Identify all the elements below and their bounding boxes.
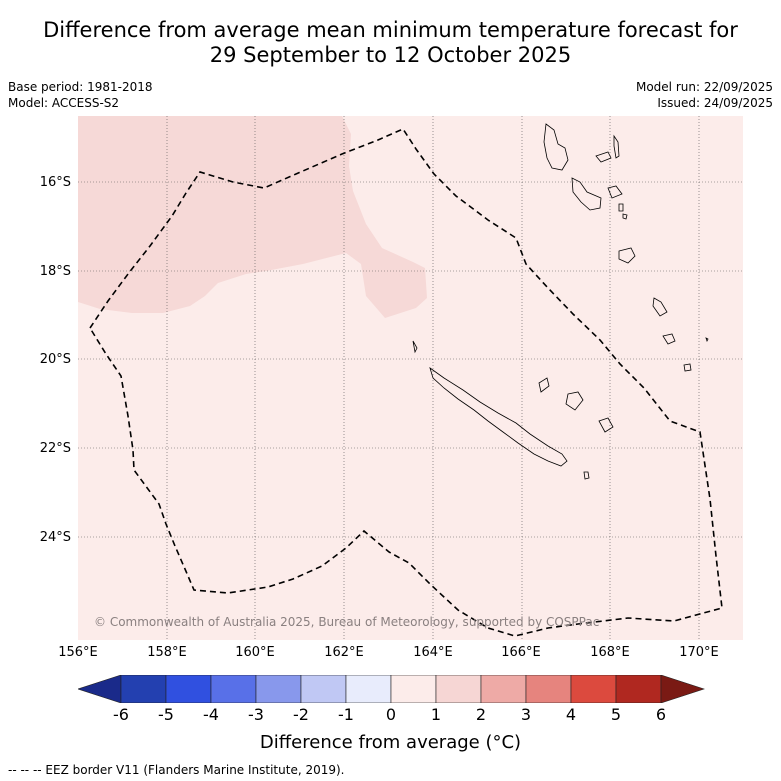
colorbar-swatch-4 xyxy=(255,675,302,703)
cb-tick-2: 2 xyxy=(475,705,487,724)
colorbar-swatch-1 xyxy=(120,675,167,703)
mare-island xyxy=(598,417,614,433)
ouvea-island xyxy=(538,377,550,393)
colorbar-swatch-13 xyxy=(660,675,705,703)
warm-anomaly-region xyxy=(78,116,427,318)
lon-label-162e: 162°E xyxy=(324,645,364,660)
efate-island xyxy=(607,185,623,199)
cb-tick-6: 6 xyxy=(655,705,667,724)
eez-footnote: -- -- -- EEZ border V11 (Flanders Marine… xyxy=(8,763,345,777)
lifou-island xyxy=(565,391,584,411)
cb-tick-m2: -2 xyxy=(293,705,309,724)
lon-label-168e: 168°E xyxy=(590,645,630,660)
colorbar-swatch-12 xyxy=(615,675,662,703)
colorbar-swatch-10 xyxy=(525,675,572,703)
colorbar xyxy=(78,675,705,703)
malekula-island xyxy=(571,177,602,211)
issued-date: Issued: 24/09/2025 xyxy=(657,96,773,110)
shepherd-islands xyxy=(618,203,628,220)
lon-label-170e: 170°E xyxy=(679,645,719,660)
title-line-1: Difference from average mean minimum tem… xyxy=(43,18,738,42)
cb-tick-m5: -5 xyxy=(158,705,174,724)
lat-label-24s: 24°S xyxy=(39,530,71,545)
map-panel[interactable]: © Commonwealth of Australia 2025, Bureau… xyxy=(78,116,743,640)
copyright-notice: © Commonwealth of Australia 2025, Bureau… xyxy=(94,615,599,629)
cb-tick-0: 0 xyxy=(385,705,397,724)
coastlines xyxy=(412,123,709,480)
colorbar-swatch-0 xyxy=(78,675,122,703)
meta-right: Model run: 22/09/2025 Issued: 24/09/2025 xyxy=(636,79,773,111)
lat-label-22s: 22°S xyxy=(39,441,71,456)
cb-tick-m6: -6 xyxy=(113,705,129,724)
aneityum-island xyxy=(662,333,676,345)
lon-label-156e: 156°E xyxy=(58,645,98,660)
cb-tick-m3: -3 xyxy=(248,705,264,724)
ambae-island xyxy=(595,151,612,163)
tanna-island xyxy=(652,297,668,317)
isle-of-pines xyxy=(583,471,590,480)
erromango-island xyxy=(618,247,636,264)
lon-label-166e: 166°E xyxy=(501,645,541,660)
colorbar-swatch-5 xyxy=(300,675,347,703)
colorbar-title: Difference from average (°C) xyxy=(259,732,522,753)
matthew-island xyxy=(705,337,709,343)
lon-label-158e: 158°E xyxy=(147,645,187,660)
meta-left: Base period: 1981-2018 Model: ACCESS-S2 xyxy=(8,79,153,111)
colorbar-swatch-3 xyxy=(210,675,257,703)
title-line-2: 29 September to 12 October 2025 xyxy=(209,43,572,67)
lon-label-164e: 164°E xyxy=(413,645,453,660)
colorbar-swatch-8 xyxy=(435,675,482,703)
cb-tick-5: 5 xyxy=(610,705,622,724)
belep-island xyxy=(412,340,418,354)
cb-tick-m4: -4 xyxy=(203,705,219,724)
lat-label-18s: 18°S xyxy=(39,264,71,279)
eez-border xyxy=(89,127,723,637)
futuna-island xyxy=(683,363,692,372)
colorbar-swatch-2 xyxy=(165,675,212,703)
pentecost-island xyxy=(613,134,620,159)
model-name: Model: ACCESS-S2 xyxy=(8,96,120,110)
cb-tick-3: 3 xyxy=(520,705,532,724)
cb-tick-4: 4 xyxy=(565,705,577,724)
cb-tick-1: 1 xyxy=(430,705,442,724)
lon-label-160e: 160°E xyxy=(235,645,275,660)
colorbar-swatch-11 xyxy=(570,675,617,703)
cb-tick-m1: -1 xyxy=(338,705,354,724)
colorbar-swatch-9 xyxy=(480,675,527,703)
espiritu-santo-island xyxy=(543,123,569,171)
new-caledonia-island xyxy=(429,366,568,467)
graticule xyxy=(78,116,743,640)
lat-label-16s: 16°S xyxy=(39,175,71,190)
lat-label-20s: 20°S xyxy=(39,352,71,367)
base-period: Base period: 1981-2018 xyxy=(8,80,153,94)
chart-title: Difference from average mean minimum tem… xyxy=(0,18,781,68)
colorbar-swatch-6 xyxy=(345,675,392,703)
model-run: Model run: 22/09/2025 xyxy=(635,80,773,94)
colorbar-swatch-7 xyxy=(390,675,437,703)
